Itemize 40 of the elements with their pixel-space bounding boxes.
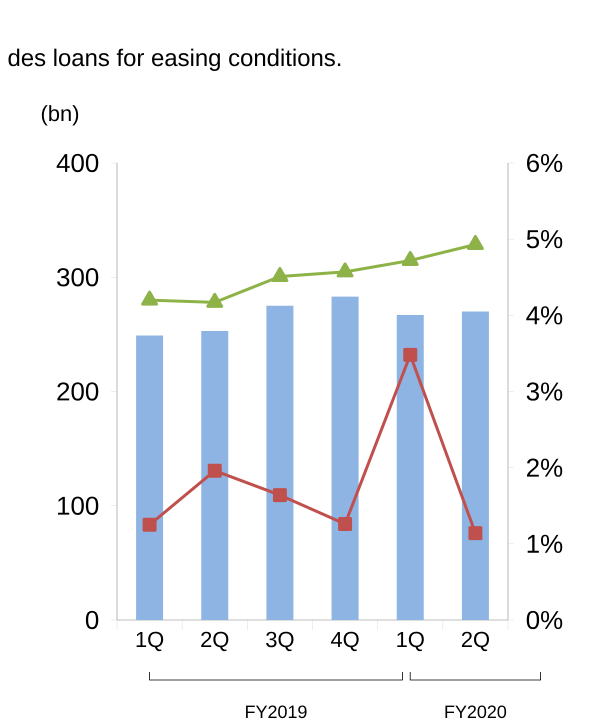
y-tick-label: 400 bbox=[56, 154, 98, 172]
bar bbox=[201, 330, 228, 620]
chart-title: des loans for easing conditions. bbox=[8, 48, 340, 71]
point bbox=[271, 266, 288, 282]
bar bbox=[266, 306, 294, 620]
point bbox=[402, 250, 419, 266]
y-axis-title: (bn) bbox=[42, 105, 78, 126]
x-tick-label: 2Q bbox=[201, 632, 228, 652]
point bbox=[208, 464, 222, 478]
y-tick-label: 200 bbox=[57, 382, 98, 401]
point bbox=[206, 292, 224, 308]
text: FY2020 bbox=[445, 705, 506, 718]
bar bbox=[332, 296, 359, 620]
y2-tick-label: 1% bbox=[528, 534, 562, 553]
point bbox=[336, 262, 354, 278]
bar bbox=[136, 336, 164, 620]
point bbox=[338, 517, 352, 532]
y2-tick-label: 5% bbox=[526, 230, 562, 248]
bar bbox=[396, 314, 424, 620]
text: FY2019 bbox=[246, 705, 307, 718]
y2-tick-label: 6% bbox=[527, 154, 562, 172]
x-tick-label: 1Q bbox=[397, 632, 424, 652]
y-tick-label: 300 bbox=[57, 268, 98, 286]
x-tick-label: 2Q bbox=[462, 632, 489, 652]
y-tick-label: 0 bbox=[86, 610, 98, 630]
point bbox=[466, 234, 484, 250]
point bbox=[142, 518, 157, 532]
y2-tick-label: 4% bbox=[526, 306, 562, 324]
y-tick-label: 100 bbox=[58, 496, 98, 515]
y2-tick-label: 3% bbox=[526, 382, 562, 401]
point bbox=[141, 290, 158, 306]
x-tick-label: 3Q bbox=[266, 632, 294, 652]
y2-tick-label: 0% bbox=[526, 610, 562, 630]
y2-tick-label: 2% bbox=[527, 458, 562, 477]
x-tick-label: 1Q bbox=[136, 632, 164, 652]
x-tick-label: 4Q bbox=[330, 632, 359, 652]
point bbox=[468, 526, 482, 540]
point bbox=[403, 348, 418, 362]
bar bbox=[462, 312, 489, 620]
point bbox=[272, 488, 287, 502]
